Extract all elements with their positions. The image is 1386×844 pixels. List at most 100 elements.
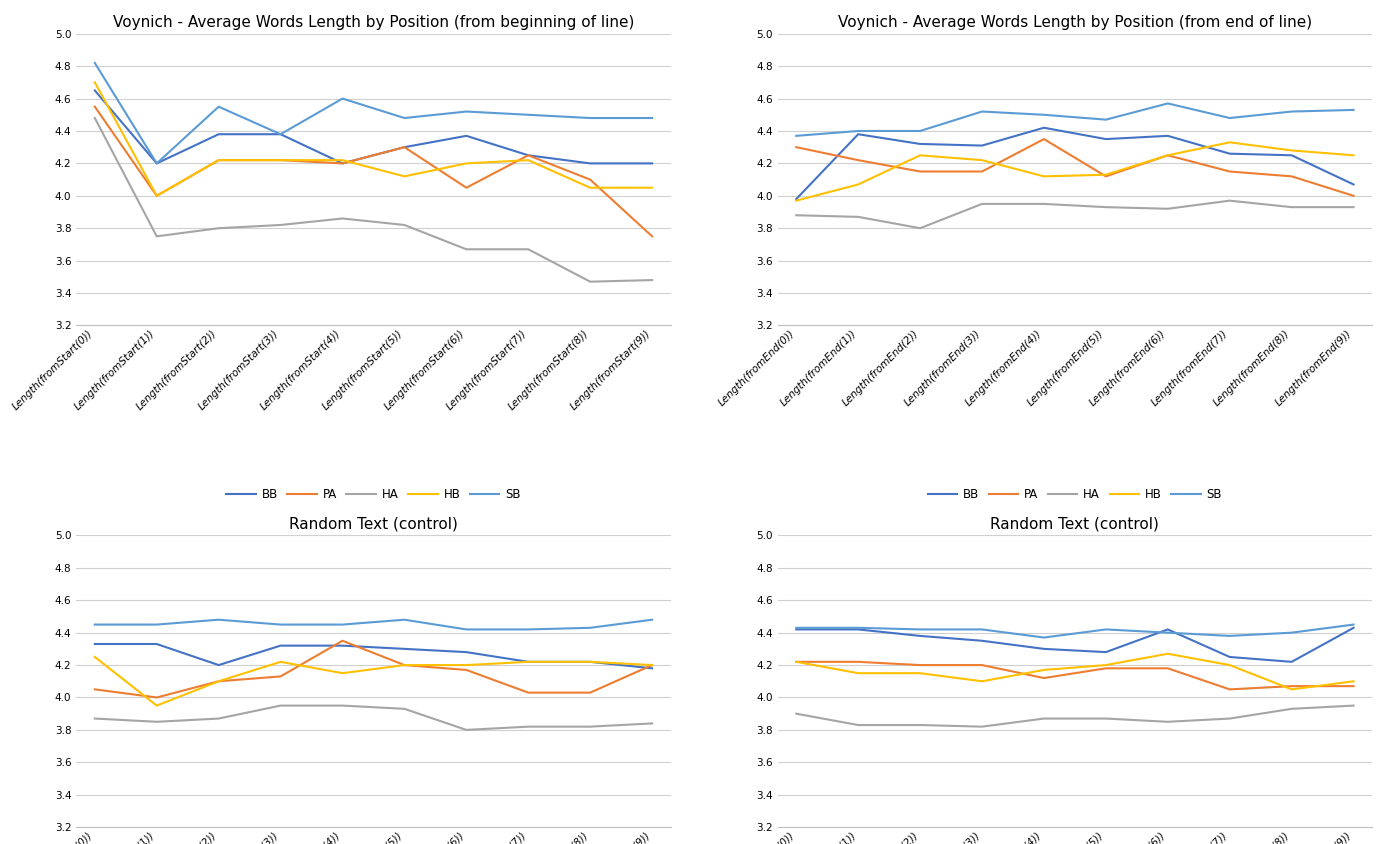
HB <box>148 701 165 711</box>
HB <box>334 155 351 165</box>
BB <box>396 644 413 654</box>
SB <box>1283 628 1300 638</box>
HB <box>582 182 599 192</box>
Line: BB: BB <box>797 628 1354 662</box>
HB <box>974 676 991 686</box>
BB <box>974 636 991 646</box>
Line: HA: HA <box>797 706 1354 727</box>
PA <box>974 166 991 176</box>
PA <box>582 688 599 698</box>
HA <box>912 720 929 730</box>
SB <box>974 625 991 635</box>
SB <box>211 101 227 111</box>
SB <box>1035 110 1052 120</box>
Legend: BB, PA, HA, HB, SB: BB, PA, HA, HB, SB <box>923 483 1227 506</box>
SB <box>211 614 227 625</box>
HA <box>396 704 413 714</box>
HB <box>86 652 103 662</box>
SB <box>1035 632 1052 642</box>
PA <box>396 660 413 670</box>
BB <box>912 139 929 149</box>
SB <box>1098 625 1114 635</box>
BB <box>850 129 866 139</box>
HA <box>643 275 660 285</box>
BB <box>1283 150 1300 160</box>
Line: HA: HA <box>94 706 651 730</box>
BB <box>211 129 227 139</box>
HB <box>272 155 288 165</box>
BB <box>1160 625 1177 635</box>
PA <box>211 155 227 165</box>
HB <box>912 150 929 160</box>
PA <box>974 660 991 670</box>
BB <box>850 625 866 635</box>
PA <box>86 101 103 111</box>
SB <box>912 625 929 635</box>
BB <box>334 159 351 169</box>
HB <box>912 668 929 679</box>
BB <box>582 159 599 169</box>
SB <box>272 129 288 139</box>
BB <box>1035 122 1052 133</box>
BB <box>1283 657 1300 667</box>
HA <box>789 210 805 220</box>
PA <box>272 671 288 681</box>
PA <box>211 676 227 686</box>
Line: SB: SB <box>94 619 651 630</box>
PA <box>1346 191 1362 201</box>
HA <box>148 231 165 241</box>
HB <box>789 196 805 206</box>
PA <box>1346 681 1362 691</box>
HA <box>789 709 805 719</box>
SB <box>974 106 991 116</box>
PA <box>148 191 165 201</box>
HA <box>912 223 929 233</box>
BB <box>86 639 103 649</box>
BB <box>1346 180 1362 190</box>
BB <box>457 131 474 141</box>
HA <box>582 277 599 287</box>
BB <box>1160 131 1177 141</box>
HA <box>86 113 103 123</box>
HB <box>272 657 288 667</box>
HB <box>1346 150 1362 160</box>
HA <box>86 713 103 723</box>
HB <box>850 668 866 679</box>
HA <box>520 722 536 732</box>
HA <box>974 722 991 732</box>
HA <box>582 722 599 732</box>
PA <box>912 166 929 176</box>
SB <box>86 58 103 68</box>
SB <box>148 159 165 169</box>
HB <box>850 180 866 190</box>
HA <box>1346 701 1362 711</box>
HA <box>643 718 660 728</box>
SB <box>272 619 288 630</box>
SB <box>396 614 413 625</box>
Line: SB: SB <box>94 63 651 164</box>
HB <box>457 660 474 670</box>
Line: HB: HB <box>94 83 651 196</box>
HA <box>334 701 351 711</box>
BB <box>272 641 288 651</box>
PA <box>1160 150 1177 160</box>
SB <box>520 110 536 120</box>
SB <box>520 625 536 635</box>
BB <box>211 660 227 670</box>
PA <box>1283 681 1300 691</box>
PA <box>520 688 536 698</box>
HB <box>1160 649 1177 659</box>
BB <box>148 159 165 169</box>
Line: HB: HB <box>797 143 1354 201</box>
BB <box>643 159 660 169</box>
PA <box>582 175 599 185</box>
HA <box>1160 203 1177 214</box>
PA <box>148 692 165 702</box>
HA <box>211 713 227 723</box>
PA <box>396 142 413 152</box>
HA <box>520 244 536 254</box>
SB <box>86 619 103 630</box>
PA <box>272 155 288 165</box>
HA <box>272 701 288 711</box>
BB <box>148 639 165 649</box>
